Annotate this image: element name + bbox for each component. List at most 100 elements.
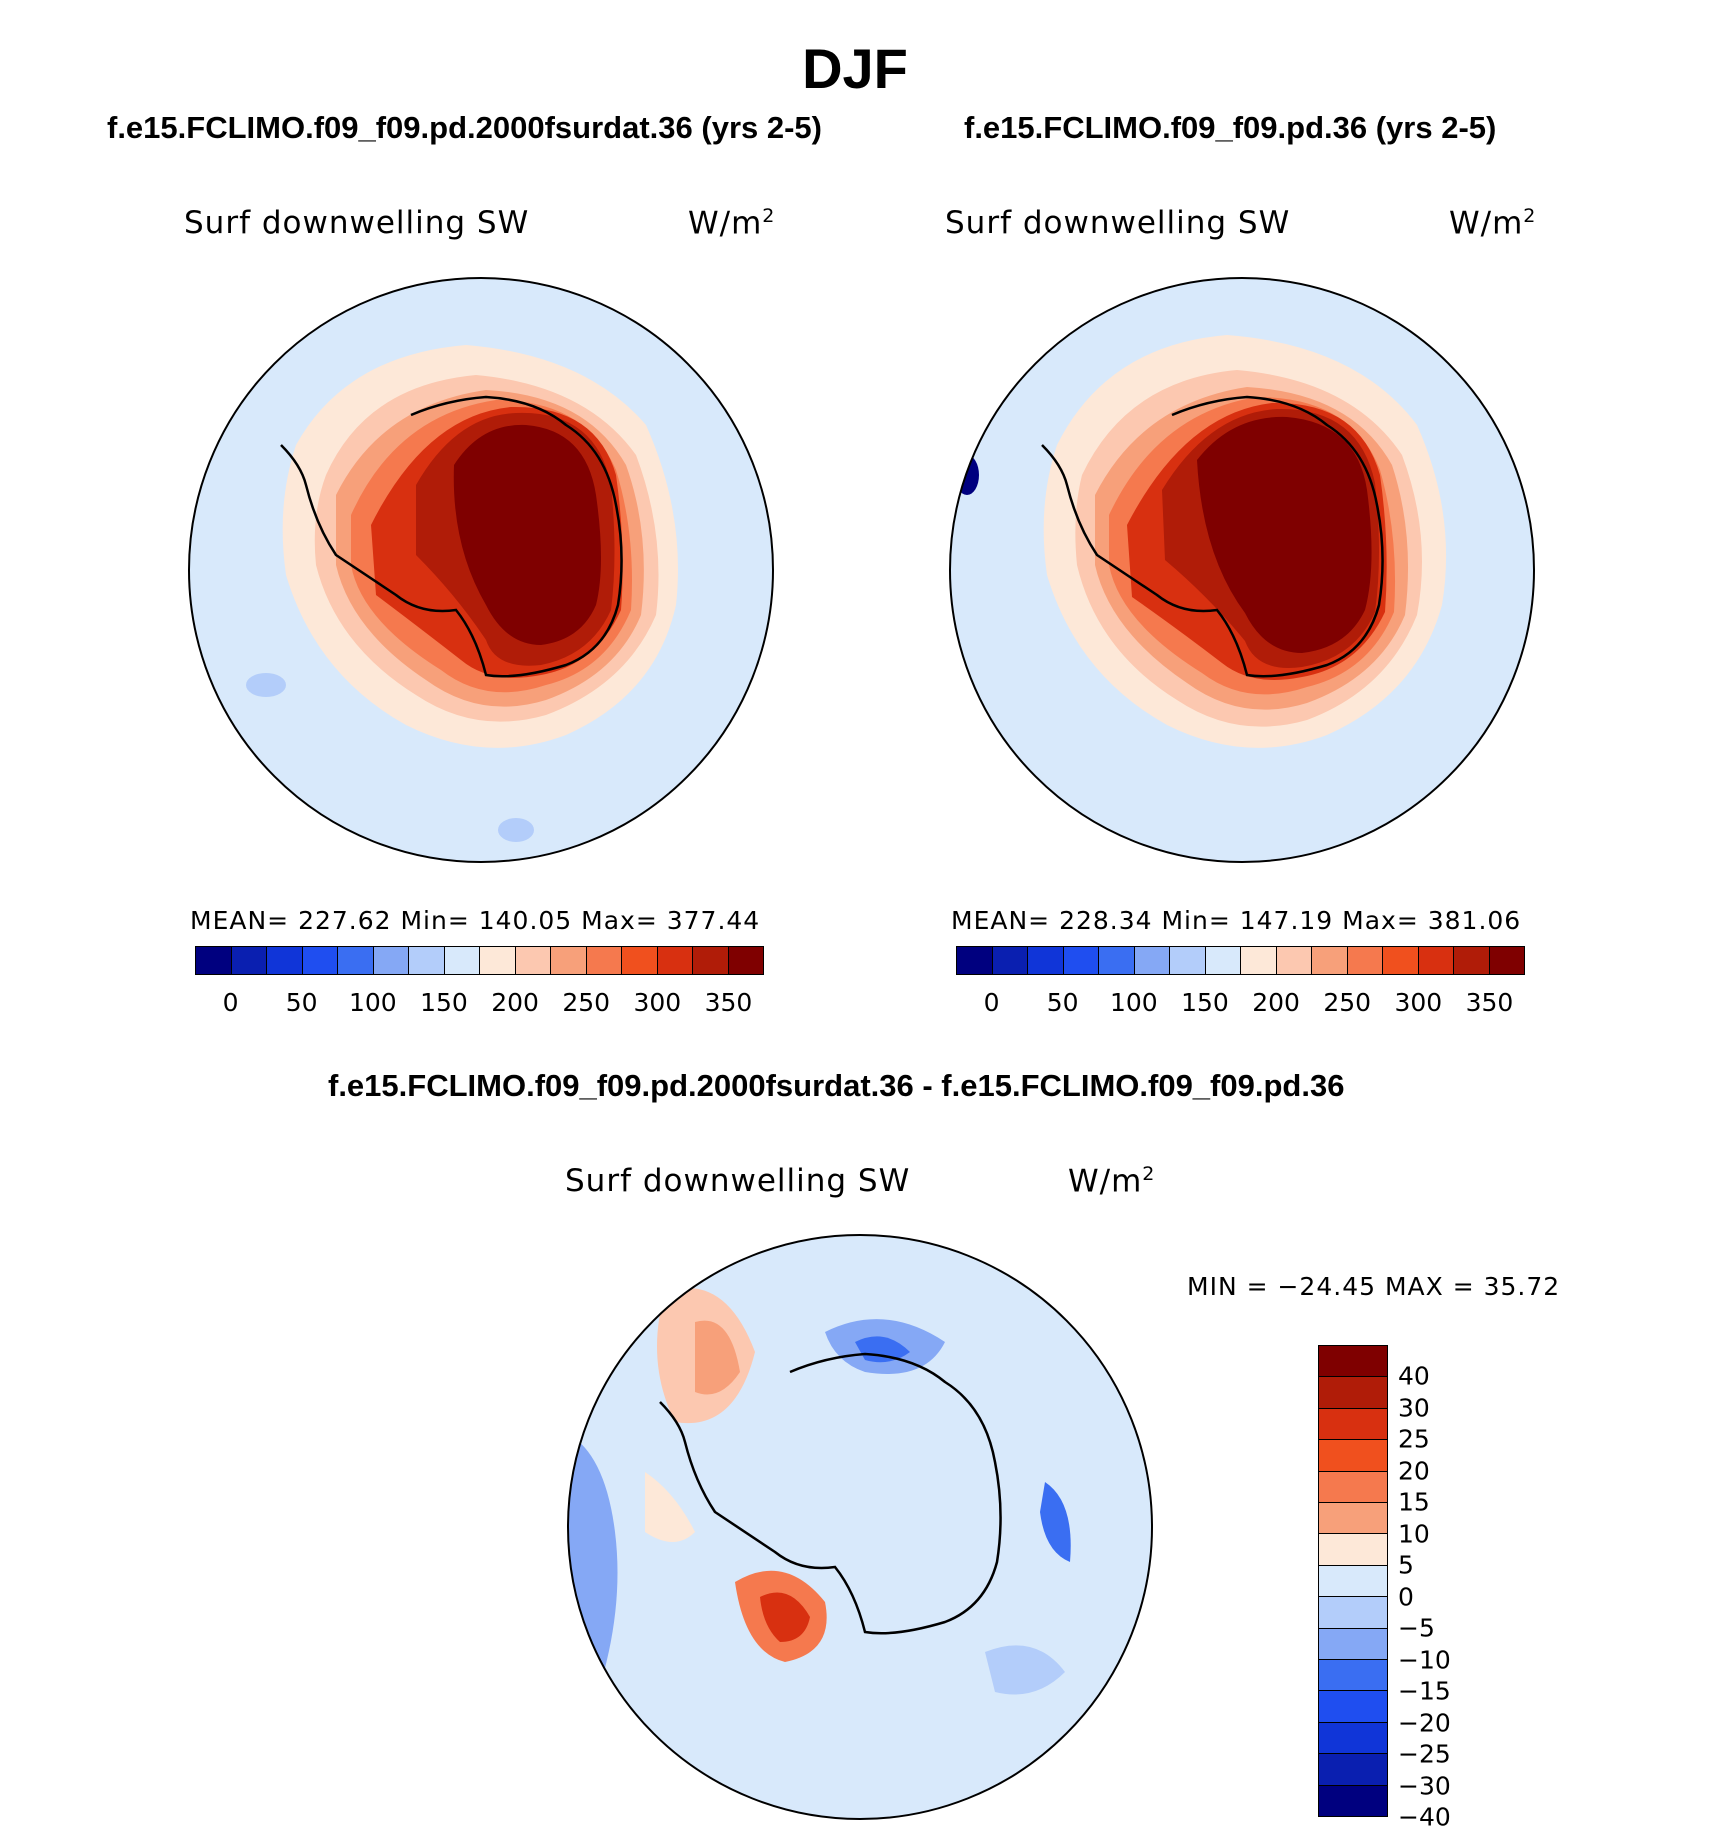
colorbar-swatch — [1319, 1597, 1387, 1629]
panel2-stats: MEAN= 228.34 Min= 147.19 Max= 381.06 — [951, 906, 1522, 935]
colorbar-swatch — [1319, 1440, 1387, 1472]
colorbar-tick-label: 50 — [285, 988, 318, 1017]
colorbar-tick-label: 350 — [1465, 988, 1514, 1017]
colorbar-swatch — [728, 947, 763, 974]
colorbar-tick-label: 10 — [1398, 1519, 1430, 1549]
colorbar-swatch — [1241, 947, 1277, 974]
colorbar-swatch — [957, 947, 993, 974]
colorbar-swatch — [480, 947, 516, 974]
colorbar-tick-label: 50 — [1046, 988, 1079, 1017]
diff-polar-map — [567, 1234, 1153, 1820]
colorbar-swatch — [1028, 947, 1064, 974]
colorbar-tick-label: 100 — [1109, 988, 1158, 1017]
panel2-case-title: f.e15.FCLIMO.f09_f09.pd.36 (yrs 2-5) — [964, 110, 1497, 145]
diff-case-title: f.e15.FCLIMO.f09_f09.pd.2000fsurdat.36 -… — [328, 1068, 1345, 1103]
colorbar-swatch — [1454, 947, 1490, 974]
colorbar-tick-label: 0 — [1398, 1582, 1414, 1612]
panel2-colorbar — [956, 946, 1525, 975]
colorbar-tick-label: 150 — [420, 988, 468, 1017]
panel1-polar-map — [188, 277, 774, 863]
colorbar-tick-label: 0 — [983, 988, 1000, 1017]
colorbar-swatch — [1319, 1754, 1387, 1786]
colorbar-swatch — [551, 947, 587, 974]
colorbar-swatch — [373, 947, 409, 974]
colorbar-tick-label: 200 — [1252, 988, 1300, 1017]
colorbar-swatch — [196, 947, 232, 974]
colorbar-tick-label: 30 — [1398, 1393, 1430, 1423]
diff-negative-region — [985, 1645, 1065, 1695]
colorbar-tick-label: −20 — [1398, 1708, 1451, 1738]
colorbar-tick-label: −40 — [1398, 1802, 1451, 1832]
colorbar-swatch — [1489, 947, 1524, 974]
colorbar-swatch — [1134, 947, 1170, 974]
panel1-low-patch — [498, 818, 534, 842]
colorbar-tick-label: 5 — [1398, 1550, 1414, 1580]
colorbar-tick-label: 350 — [704, 988, 753, 1017]
panel1-map-border — [188, 277, 774, 863]
colorbar-tick-label: 250 — [1323, 988, 1372, 1017]
diff-coastline — [659, 1352, 1002, 1635]
panel1-contour-350 — [453, 424, 601, 645]
diff-colorbar — [1318, 1345, 1388, 1817]
colorbar-swatch — [1418, 947, 1454, 974]
panel2-map-border — [949, 277, 1535, 863]
panel1-colorbar — [195, 946, 764, 975]
colorbar-swatch — [992, 947, 1028, 974]
diff-positive-region — [695, 1320, 740, 1395]
colorbar-tick-label: 300 — [1394, 988, 1443, 1017]
colorbar-swatch — [1319, 1785, 1387, 1817]
colorbar-swatch — [1319, 1377, 1387, 1409]
panel2-variable-label: Surf downwelling SW — [945, 205, 1291, 241]
colorbar-swatch — [1383, 947, 1419, 974]
colorbar-tick-label: 200 — [491, 988, 539, 1017]
colorbar-tick-label: −25 — [1398, 1739, 1451, 1769]
panel1-stats: MEAN= 227.62 Min= 140.05 Max= 377.44 — [190, 906, 761, 935]
colorbar-swatch — [1319, 1471, 1387, 1504]
colorbar-swatch — [231, 947, 267, 974]
diff-variable-label: Surf downwelling SW — [565, 1163, 911, 1199]
colorbar-swatch — [1319, 1565, 1387, 1598]
panel2-polar-map — [949, 277, 1535, 863]
colorbar-swatch — [302, 947, 338, 974]
colorbar-swatch — [1319, 1408, 1387, 1441]
colorbar-swatch — [1319, 1503, 1387, 1535]
colorbar-tick-label: 100 — [348, 988, 397, 1017]
colorbar-swatch — [1099, 947, 1135, 974]
figure-title: DJF — [802, 37, 908, 100]
colorbar-tick-label: −30 — [1398, 1771, 1451, 1801]
colorbar-tick-label: −5 — [1398, 1613, 1435, 1643]
colorbar-swatch — [409, 947, 445, 974]
colorbar-swatch — [515, 947, 551, 974]
panel2-units-label: W/m2 — [1449, 205, 1537, 242]
colorbar-swatch — [267, 947, 303, 974]
colorbar-swatch — [1347, 947, 1383, 974]
panel1-variable-label: Surf downwelling SW — [184, 205, 530, 241]
panel1-coastline — [280, 395, 623, 678]
diff-positive-region — [760, 1592, 810, 1642]
diff-negative-region — [855, 1336, 910, 1363]
panel2-contour-350 — [1197, 416, 1372, 653]
diff-negative-region — [1040, 1482, 1071, 1562]
colorbar-swatch — [1319, 1534, 1387, 1566]
colorbar-tick-label: 0 — [222, 988, 239, 1017]
colorbar-tick-label: 25 — [1398, 1424, 1430, 1454]
panel1-low-patch — [246, 673, 286, 697]
colorbar-swatch — [1063, 947, 1099, 974]
colorbar-swatch — [1319, 1660, 1387, 1692]
diff-units-label: W/m2 — [1068, 1163, 1156, 1200]
colorbar-swatch — [1170, 947, 1206, 974]
panel1-case-title: f.e15.FCLIMO.f09_f09.pd.2000fsurdat.36 (… — [107, 110, 822, 145]
colorbar-swatch — [586, 947, 622, 974]
colorbar-tick-label: 300 — [633, 988, 682, 1017]
colorbar-swatch — [693, 947, 729, 974]
colorbar-swatch — [1319, 1691, 1387, 1723]
colorbar-tick-label: 15 — [1398, 1487, 1430, 1517]
colorbar-tick-label: 150 — [1181, 988, 1229, 1017]
colorbar-tick-label: 250 — [562, 988, 611, 1017]
panel1-units-label: W/m2 — [688, 205, 776, 242]
colorbar-swatch — [444, 947, 480, 974]
panel2-low-patch — [955, 455, 979, 495]
colorbar-swatch — [657, 947, 693, 974]
colorbar-swatch — [1276, 947, 1312, 974]
colorbar-swatch — [1319, 1722, 1387, 1755]
